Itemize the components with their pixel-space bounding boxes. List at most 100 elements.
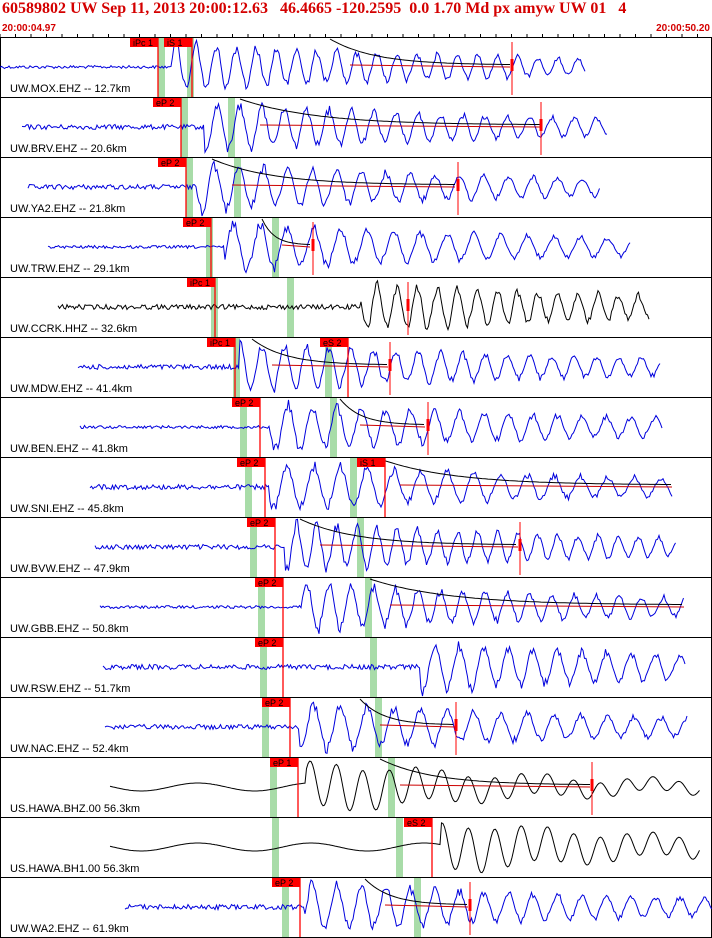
- pick-flag[interactable]: [187, 278, 215, 287]
- pick-label: eS 2: [323, 338, 342, 348]
- trace-panel[interactable]: iPc 1 eS 2 UW.MDW.EHZ -- 41.4km: [0, 337, 712, 398]
- trace-panel[interactable]: eP 1 US.HAWA.BHZ.00 56.3km: [0, 757, 712, 818]
- theoretical-arrival-bar: [270, 758, 277, 817]
- theoretical-arrival-bar: [181, 98, 188, 157]
- coda-duration-line: [389, 604, 685, 608]
- coda-decay-curve: [379, 758, 590, 785]
- theoretical-arrival-bar: [234, 158, 241, 217]
- pick-flag[interactable]: [158, 158, 186, 167]
- coda-duration-line: [281, 244, 311, 248]
- seismic-waveform: [99, 582, 684, 634]
- pick-label: iS 1: [360, 458, 376, 468]
- coda-duration-line: [349, 64, 511, 68]
- pick-label: eP 2: [258, 578, 276, 588]
- theoretical-arrival-bar: [388, 758, 395, 817]
- station-label: UW.SNI.EHZ -- 45.8km: [10, 503, 124, 515]
- coda-end-tick: [590, 779, 594, 791]
- pick-flag[interactable]: [153, 98, 181, 107]
- coda-end-tick: [426, 419, 430, 431]
- pick-flag[interactable]: [320, 338, 348, 347]
- theoretical-arrival-bar: [250, 518, 257, 577]
- coda-duration-line: [379, 724, 456, 728]
- coda-end-tick: [454, 719, 458, 731]
- seismic-waveform: [124, 879, 712, 931]
- seismic-waveform: [94, 518, 676, 573]
- coda-decay-curve: [359, 698, 454, 725]
- trace-panel[interactable]: eP 2 UW.BRV.EHZ -- 20.6km: [0, 97, 712, 158]
- coda-duration-line: [319, 544, 519, 548]
- pick-flag[interactable]: [183, 218, 211, 227]
- station-label: UW.BRV.EHZ -- 20.6km: [10, 143, 127, 155]
- pick-flag[interactable]: [232, 398, 260, 407]
- coda-end-tick: [510, 59, 514, 71]
- pick-flag[interactable]: [130, 38, 158, 47]
- seismic-waveform: [47, 220, 631, 274]
- trace-panel[interactable]: eP 2 UW.GBB.EHZ -- 50.8km: [0, 577, 712, 638]
- seismic-waveform: [89, 461, 673, 512]
- coda-decay-curve: [329, 38, 510, 65]
- pick-label: eP 1: [273, 758, 291, 768]
- trace-panel[interactable]: eS 2 US.HAWA.BH1.00 56.3km: [0, 817, 712, 878]
- trace-panels[interactable]: iPc 1 iS 1 UW.MOX.EHZ -- 12.7km eP 2 UW.BRV.…: [0, 37, 712, 938]
- trace-panel[interactable]: eP 2 iS 1 UW.SNI.EHZ -- 45.8km: [0, 457, 712, 518]
- pick-label: iPc 1: [133, 38, 153, 48]
- theoretical-arrival-bar: [228, 98, 235, 157]
- pick-flag[interactable]: [404, 818, 432, 827]
- theoretical-arrival-bar: [272, 818, 279, 877]
- pick-flag[interactable]: [237, 458, 265, 467]
- pick-flag[interactable]: [357, 458, 385, 467]
- theoretical-arrival-bar: [357, 518, 364, 577]
- station-label: UW.YA2.EHZ -- 21.8km: [10, 203, 125, 215]
- coda-duration-line: [399, 784, 591, 788]
- trace-panel[interactable]: eP 2 UW.BEN.EHZ -- 41.8km: [0, 397, 712, 458]
- pick-label: iPc 1: [210, 338, 230, 348]
- station-label: US.HAWA.BHZ.00 56.3km: [10, 803, 140, 815]
- pick-flag[interactable]: [164, 38, 192, 47]
- seismic-waveform: [102, 641, 686, 697]
- coda-end-tick: [518, 539, 522, 551]
- trace-panel[interactable]: iPc 1 iS 1 UW.MOX.EHZ -- 12.7km: [0, 37, 712, 98]
- trace-panel[interactable]: eP 2 UW.YA2.EHZ -- 21.8km: [0, 157, 712, 218]
- station-label: US.HAWA.BH1.00 56.3km: [10, 863, 139, 875]
- trace-panel[interactable]: eP 2 UW.NAC.EHZ -- 52.4km: [0, 697, 712, 758]
- pick-flag[interactable]: [270, 758, 298, 767]
- pick-flag[interactable]: [272, 878, 300, 887]
- coda-duration-line: [259, 124, 541, 128]
- coda-end-tick: [456, 179, 460, 191]
- pick-flag[interactable]: [247, 518, 275, 527]
- theoretical-arrival-bar: [282, 878, 289, 937]
- pick-label: eP 2: [161, 158, 179, 168]
- coda-decay-curve: [339, 398, 425, 425]
- pick-label: eP 2: [275, 878, 293, 888]
- theoretical-arrival-bar: [375, 698, 382, 757]
- pick-flag[interactable]: [255, 638, 283, 647]
- event-header-title: 60589802 UW Sep 11, 2013 20:00:12.63 46.…: [2, 0, 627, 17]
- station-label: UW.TRW.EHZ -- 29.1km: [10, 263, 130, 275]
- coda-decay-curve: [261, 218, 311, 245]
- pick-flag[interactable]: [262, 698, 290, 707]
- theoretical-arrival-bar: [262, 698, 269, 757]
- trace-panel[interactable]: eP 2 UW.BVW.EHZ -- 47.9km: [0, 517, 712, 578]
- seismic-waveform: [104, 701, 688, 754]
- coda-duration-line: [231, 184, 456, 188]
- pick-label: eP 2: [156, 98, 174, 108]
- trace-panel[interactable]: iPc 1 UW.CCRK.HHZ -- 32.6km: [0, 277, 712, 338]
- trace-panel[interactable]: eP 2 UW.WA2.EHZ -- 61.9km: [0, 877, 712, 938]
- pick-flag[interactable]: [207, 338, 235, 347]
- seismic-waveform: [79, 399, 663, 451]
- seismic-waveform: [77, 339, 661, 393]
- pick-label: eP 2: [186, 218, 204, 228]
- theoretical-arrival-bar: [245, 458, 252, 517]
- pick-flag[interactable]: [255, 578, 283, 587]
- trace-panel[interactable]: eP 2 UW.RSW.EHZ -- 51.7km: [0, 637, 712, 698]
- coda-end-tick: [539, 119, 543, 131]
- station-label: UW.BEN.EHZ -- 41.8km: [10, 443, 128, 455]
- theoretical-arrival-bar: [240, 398, 247, 457]
- trace-panel[interactable]: eP 2 UW.TRW.EHZ -- 29.1km: [0, 217, 712, 278]
- pick-label: iS 1: [167, 38, 183, 48]
- seismic-waveform: [109, 760, 700, 812]
- coda-duration-line: [384, 904, 469, 908]
- pick-label: eS 2: [407, 818, 426, 828]
- seismic-waveform: [21, 101, 608, 155]
- coda-duration-line: [271, 364, 389, 368]
